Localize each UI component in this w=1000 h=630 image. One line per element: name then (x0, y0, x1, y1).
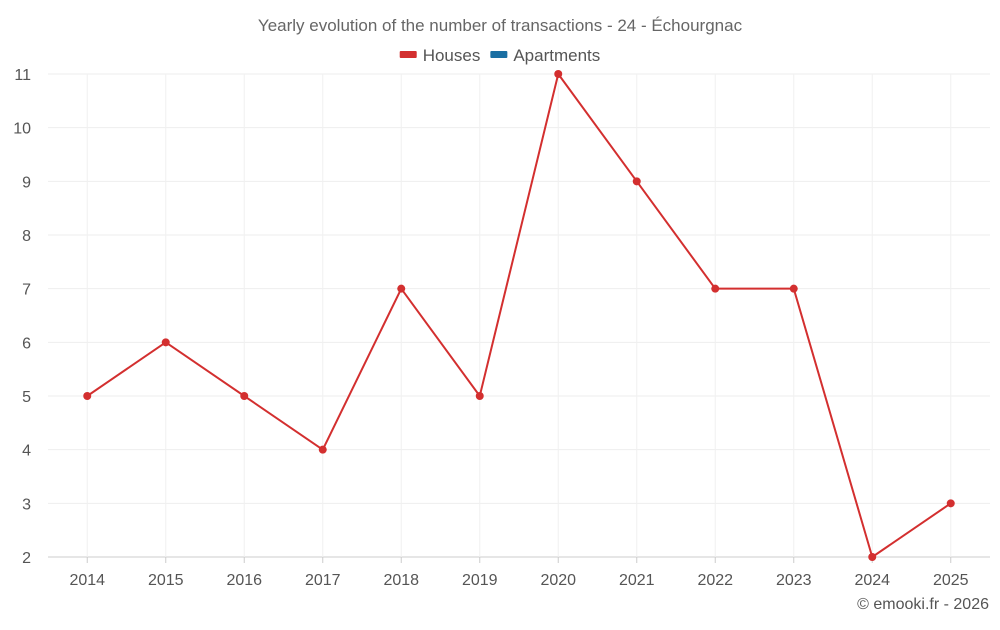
data-point[interactable] (711, 284, 720, 293)
series-line-houses (86, 73, 952, 558)
y-tick-label: 3 (22, 496, 31, 513)
x-tick-label: 2014 (69, 572, 105, 589)
chart-title: Yearly evolution of the number of transa… (258, 16, 743, 35)
grid-lines (48, 73, 990, 558)
x-tick-label: 2021 (619, 572, 655, 589)
data-point[interactable] (318, 445, 327, 454)
data-point[interactable] (632, 177, 641, 186)
chart-credit: © emooki.fr - 2026 (857, 596, 989, 613)
y-tick-label: 5 (22, 389, 31, 406)
x-tick-label: 2024 (854, 572, 890, 589)
y-tick-label: 10 (13, 121, 31, 138)
data-point[interactable] (161, 338, 170, 347)
y-tick-label: 9 (22, 174, 31, 191)
x-tick-label: 2023 (776, 572, 812, 589)
y-tick-label: 7 (22, 282, 31, 299)
legend-item-apartments[interactable]: Apartments (490, 46, 600, 65)
x-tick-label: 2019 (462, 572, 498, 589)
legend: Houses Apartments (399, 46, 600, 65)
y-tick-label: 11 (14, 67, 31, 84)
x-axis: 2014 2015 2016 2017 2018 2019 2020 2021 2022 2023… (69, 557, 969, 589)
data-point[interactable] (475, 392, 484, 400)
legend-item-houses[interactable]: Houses (399, 46, 481, 65)
y-tick-label: 2 (22, 550, 31, 567)
x-tick-label: 2020 (540, 572, 576, 589)
x-tick-label: 2022 (697, 572, 733, 589)
x-tick-label: 2015 (148, 572, 184, 589)
x-tick-label: 2018 (383, 572, 419, 589)
data-point[interactable] (83, 392, 92, 400)
data-point[interactable] (789, 284, 798, 293)
legend-label: Apartments (513, 46, 600, 65)
x-tick-label: 2016 (226, 572, 262, 589)
data-point[interactable] (397, 284, 406, 293)
y-axis: 2 3 4 5 6 7 8 9 10 11 (13, 67, 31, 567)
y-tick-label: 8 (22, 228, 31, 245)
data-point[interactable] (554, 70, 563, 78)
x-tick-label: 2025 (933, 572, 969, 589)
data-point[interactable] (946, 499, 955, 508)
x-tick-label: 2017 (305, 572, 341, 589)
y-tick-label: 6 (22, 335, 31, 352)
data-point[interactable] (868, 553, 877, 561)
legend-swatch (490, 51, 508, 58)
legend-swatch (399, 51, 417, 58)
y-tick-label: 4 (22, 443, 31, 460)
series-layer (83, 70, 955, 561)
legend-label: Houses (423, 46, 481, 65)
data-point[interactable] (240, 392, 249, 400)
